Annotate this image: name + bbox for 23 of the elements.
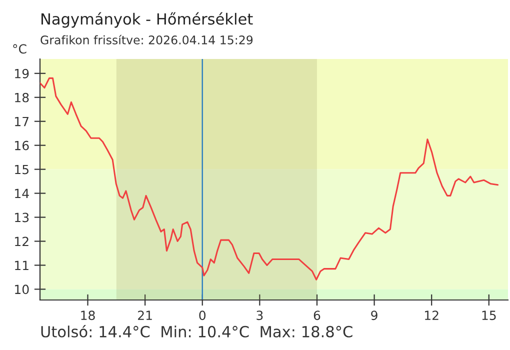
x-tick-label: 3 — [256, 310, 263, 320]
y-tick-label: 15 — [15, 164, 28, 174]
y-tick-label: 16 — [15, 140, 29, 150]
x-tick-label: 9 — [371, 310, 378, 320]
y-tick-label: 18 — [15, 92, 29, 102]
line-series — [40, 77, 499, 280]
x-tick-label: 0 — [199, 310, 206, 320]
chart-subtitle: Grafikon frissítve: 2026.04.14 15:29 — [40, 34, 253, 44]
x-tick-label: 12 — [425, 310, 438, 320]
text: Utolsó: 14.4°C Min: 10.4°C Max: 18.8°C — [41, 324, 352, 338]
y-tick-label: 12 — [15, 236, 28, 246]
x-tick-label: 15 — [482, 310, 496, 320]
chart-title: Nagymányok - Hőmérséklet — [42, 12, 253, 28]
y-tick-label: 19 — [15, 68, 29, 78]
x-tick-label: 18 — [81, 310, 95, 320]
y-tick-label: 10 — [15, 284, 29, 294]
y-axis-title: °C — [13, 44, 26, 54]
x-tick-label: 21 — [138, 310, 152, 320]
x-tick-label: 6 — [314, 310, 320, 320]
y-tick-label: 11 — [15, 260, 28, 270]
y-tick-label: 13 — [15, 212, 29, 222]
y-tick-label: 14 — [15, 188, 29, 198]
y-tick-label: 17 — [15, 116, 29, 126]
